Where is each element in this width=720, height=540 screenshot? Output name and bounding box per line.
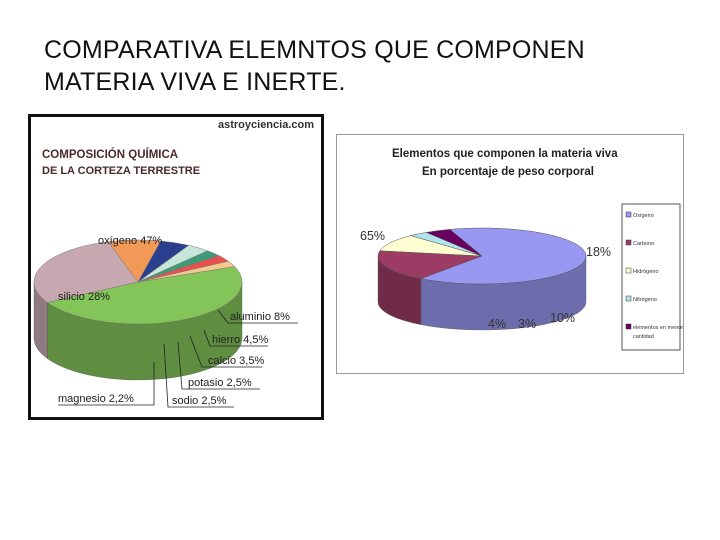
data-label-elementos-en-menor-cantidad: 4% [488, 317, 506, 331]
leader-line-calcio [189, 335, 262, 368]
data-label-magnesio: magnesio 2,2% [58, 393, 134, 405]
legend-swatch-nitrogeno [625, 295, 632, 302]
living-matter-pie [377, 227, 587, 331]
legend-label-hidrogeno: Hidrógeno [633, 269, 658, 275]
data-label-hierro: hierro 4,5% [212, 334, 268, 346]
leader-line-magnesio [58, 362, 155, 406]
leader-line-aluminio [217, 309, 298, 324]
watermark-text: astroyciencia.com [218, 119, 314, 131]
pie-slice-oxigeno [419, 227, 587, 285]
living-matter-chart: Elementos que componen la materia viva E… [336, 134, 684, 374]
chart-title: COMPOSICIÓN QUÍMICA [42, 148, 178, 161]
pie-slice-oxigeno [46, 266, 243, 325]
leader-line-potasio [177, 341, 260, 390]
chart-subtitle: DE LA CORTEZA TERRESTRE [42, 165, 200, 177]
data-label-nitrogeno: 3% [518, 317, 536, 331]
data-label-aluminio: aluminio 8% [230, 311, 290, 323]
slide-title: COMPARATIVA ELEMNTOS QUE COMPONEN MATERI… [44, 34, 684, 98]
crust-pie [33, 239, 243, 381]
data-label-sodio: sodio 2,5% [172, 395, 227, 407]
living-matter-labels: 65% 18% 10% 3% 4% [360, 229, 611, 331]
data-label-silicio: silicio 28% [58, 291, 110, 303]
chart-title: Elementos que componen la materia viva [392, 148, 618, 160]
data-label-potasio: potasio 2,5% [188, 377, 252, 389]
crust-composition-chart: astroyciencia.com COMPOSICIÓN QUÍMICA DE… [28, 114, 324, 420]
leader-line-hierro [203, 329, 268, 347]
legend-swatch-hidrogeno [625, 267, 632, 274]
legend: Oxígeno Carbono Hidrógeno Nitrógeno elemento… [625, 211, 683, 340]
legend-swatch-elementos-en-menor-cantidad [625, 323, 632, 330]
data-label-calcio: calcio 3,5% [208, 355, 264, 367]
legend-label-elementos-en-menor-cantidad: elementos en menor cantidad [633, 325, 683, 340]
pie-slice-carbono [377, 250, 483, 279]
pie-slice-magnesio [137, 260, 236, 283]
legend-label-nitrogeno: Nitrógeno [633, 297, 657, 303]
legend-label-carbono: Carbono [633, 241, 654, 247]
chart-subtitle: En porcentaje de peso corporal [422, 166, 594, 178]
slide-title-line-1: COMPARATIVA ELEMNTOS QUE COMPONEN [44, 36, 585, 64]
data-label-carbono: 18% [586, 245, 611, 259]
slide-title-line-2: MATERIA VIVA E INERTE. [44, 68, 346, 96]
legend-swatch-carbono [625, 239, 632, 246]
pie-slice-silicio [33, 241, 139, 303]
leader-line-sodio [163, 343, 234, 408]
crust-labels: oxígeno 47% silicio 28% aluminio 8% hierro … [58, 235, 298, 408]
legend-swatch-oxigeno [625, 211, 632, 218]
legend-box [621, 203, 681, 351]
data-label-oxigeno: oxígeno 47% [98, 235, 162, 247]
pie-slice-elementos-en-menor-cantidad [425, 229, 483, 257]
data-label-oxigeno: 65% [360, 229, 385, 243]
data-label-hidrogeno: 10% [550, 311, 575, 325]
legend-label-oxigeno: Oxígeno [633, 213, 654, 219]
